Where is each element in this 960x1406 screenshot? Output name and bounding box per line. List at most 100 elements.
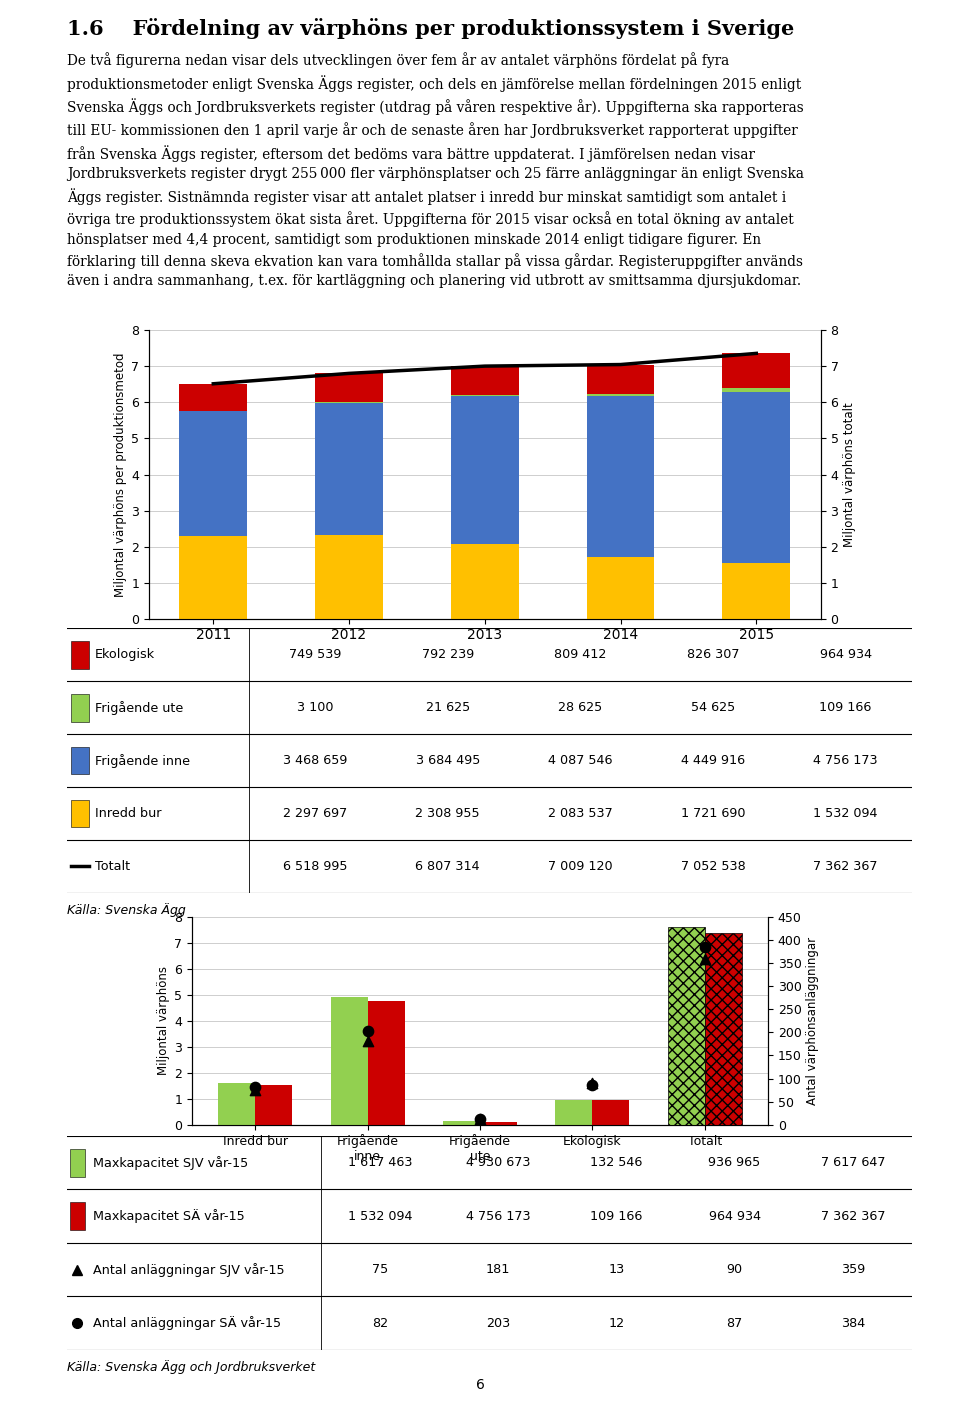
Point <box>360 1019 375 1042</box>
Text: Totalt: Totalt <box>95 860 131 873</box>
Bar <box>71 695 89 721</box>
Text: 792 239: 792 239 <box>421 648 474 661</box>
Text: 13: 13 <box>609 1263 624 1277</box>
Text: 2 297 697: 2 297 697 <box>283 807 348 820</box>
Text: Frigående ute: Frigående ute <box>95 700 183 714</box>
Bar <box>443 1122 480 1125</box>
Text: 809 412: 809 412 <box>554 648 607 661</box>
Bar <box>592 1099 630 1125</box>
Text: Inredd bur: Inredd bur <box>95 807 161 820</box>
Text: 6 518 995: 6 518 995 <box>283 860 348 873</box>
Text: 75: 75 <box>372 1263 388 1277</box>
Bar <box>70 1149 84 1177</box>
Text: 82: 82 <box>372 1316 388 1330</box>
Text: Källa: Svenska Ägg och Jordbruksverket: Källa: Svenska Ägg och Jordbruksverket <box>67 1360 316 1374</box>
Text: Maxkapacitet SJV vår-15: Maxkapacitet SJV vår-15 <box>92 1156 248 1170</box>
Text: 90: 90 <box>727 1263 743 1277</box>
Text: 21 625: 21 625 <box>425 702 469 714</box>
Point <box>585 1073 600 1095</box>
Text: 826 307: 826 307 <box>686 648 739 661</box>
Text: 3 684 495: 3 684 495 <box>416 754 480 768</box>
Bar <box>722 392 790 564</box>
Bar <box>555 1101 592 1125</box>
Text: 1 532 094: 1 532 094 <box>813 807 878 820</box>
Text: 4 756 173: 4 756 173 <box>466 1209 530 1223</box>
Text: Källa: Svenska Ägg: Källa: Svenska Ägg <box>67 903 186 917</box>
Text: Maxkapacitet SÄ vår-15: Maxkapacitet SÄ vår-15 <box>92 1209 244 1223</box>
Text: 2 083 537: 2 083 537 <box>548 807 612 820</box>
Text: 109 166: 109 166 <box>820 702 872 714</box>
Text: 181: 181 <box>486 1263 510 1277</box>
Text: 384: 384 <box>841 1316 865 1330</box>
Text: 28 625: 28 625 <box>559 702 603 714</box>
Y-axis label: Antal värphönsanläggningar: Antal värphönsanläggningar <box>805 936 819 1105</box>
Bar <box>255 1085 293 1125</box>
Bar <box>315 402 383 536</box>
Bar <box>368 1001 405 1125</box>
Bar <box>70 1202 84 1230</box>
Text: De två figurerna nedan visar dels utvecklingen över fem år av antalet värphöns f: De två figurerna nedan visar dels utveck… <box>67 52 804 288</box>
Text: 87: 87 <box>727 1316 743 1330</box>
Text: 3 468 659: 3 468 659 <box>283 754 348 768</box>
Text: Frigående inne: Frigående inne <box>95 754 190 768</box>
Bar <box>180 384 248 411</box>
Bar <box>451 396 518 544</box>
Bar <box>218 1083 255 1125</box>
Bar <box>330 997 368 1125</box>
Point <box>472 1108 488 1130</box>
Y-axis label: Miljontal värphöns: Miljontal värphöns <box>157 966 170 1076</box>
Text: 6 807 314: 6 807 314 <box>416 860 480 873</box>
Bar <box>667 927 705 1125</box>
Text: 4 756 173: 4 756 173 <box>813 754 878 768</box>
Text: 4 087 546: 4 087 546 <box>548 754 612 768</box>
Bar <box>315 374 383 402</box>
Bar <box>315 536 383 619</box>
Text: 7 009 120: 7 009 120 <box>548 860 612 873</box>
Bar <box>587 396 655 557</box>
Text: 54 625: 54 625 <box>691 702 735 714</box>
Bar <box>722 388 790 392</box>
Bar <box>451 366 518 395</box>
Text: Antal anläggningar SJV vår-15: Antal anläggningar SJV vår-15 <box>92 1263 284 1277</box>
Text: 203: 203 <box>486 1316 510 1330</box>
Text: 1 721 690: 1 721 690 <box>681 807 745 820</box>
Text: 109 166: 109 166 <box>590 1209 642 1223</box>
Bar <box>587 364 655 394</box>
Bar <box>587 557 655 619</box>
Text: 1 617 463: 1 617 463 <box>348 1156 412 1170</box>
Bar <box>722 564 790 619</box>
Text: 6: 6 <box>475 1378 485 1392</box>
Text: 7 052 538: 7 052 538 <box>681 860 745 873</box>
Text: 964 934: 964 934 <box>820 648 872 661</box>
Bar <box>71 641 89 669</box>
Point <box>585 1071 600 1094</box>
Text: Ekologisk: Ekologisk <box>95 648 156 661</box>
Bar <box>71 747 89 775</box>
Text: 749 539: 749 539 <box>289 648 342 661</box>
Point <box>472 1108 488 1130</box>
Bar <box>705 934 742 1125</box>
Bar <box>722 353 790 388</box>
Point <box>248 1078 263 1101</box>
Text: 132 546: 132 546 <box>590 1156 642 1170</box>
Text: 7 362 367: 7 362 367 <box>821 1209 885 1223</box>
Text: 7 617 647: 7 617 647 <box>821 1156 885 1170</box>
Text: 1.6    Fördelning av värphöns per produktionssystem i Sverige: 1.6 Fördelning av värphöns per produktio… <box>67 18 795 38</box>
Text: 2 308 955: 2 308 955 <box>416 807 480 820</box>
Text: 1 532 094: 1 532 094 <box>348 1209 412 1223</box>
Bar <box>71 800 89 827</box>
Text: 12: 12 <box>609 1316 624 1330</box>
Y-axis label: Miljontal värphöns totalt: Miljontal värphöns totalt <box>843 402 855 547</box>
Bar <box>451 544 518 619</box>
Bar <box>180 536 248 619</box>
Text: 4 930 673: 4 930 673 <box>466 1156 530 1170</box>
Point <box>697 948 712 970</box>
Text: 359: 359 <box>841 1263 865 1277</box>
Text: 7 362 367: 7 362 367 <box>813 860 878 873</box>
Y-axis label: Miljontal värphöns per produktionsmetod: Miljontal värphöns per produktionsmetod <box>114 353 127 596</box>
Bar <box>480 1122 517 1125</box>
Text: 936 965: 936 965 <box>708 1156 760 1170</box>
Text: 4 449 916: 4 449 916 <box>681 754 745 768</box>
Point <box>248 1076 263 1098</box>
Text: 964 934: 964 934 <box>708 1209 760 1223</box>
